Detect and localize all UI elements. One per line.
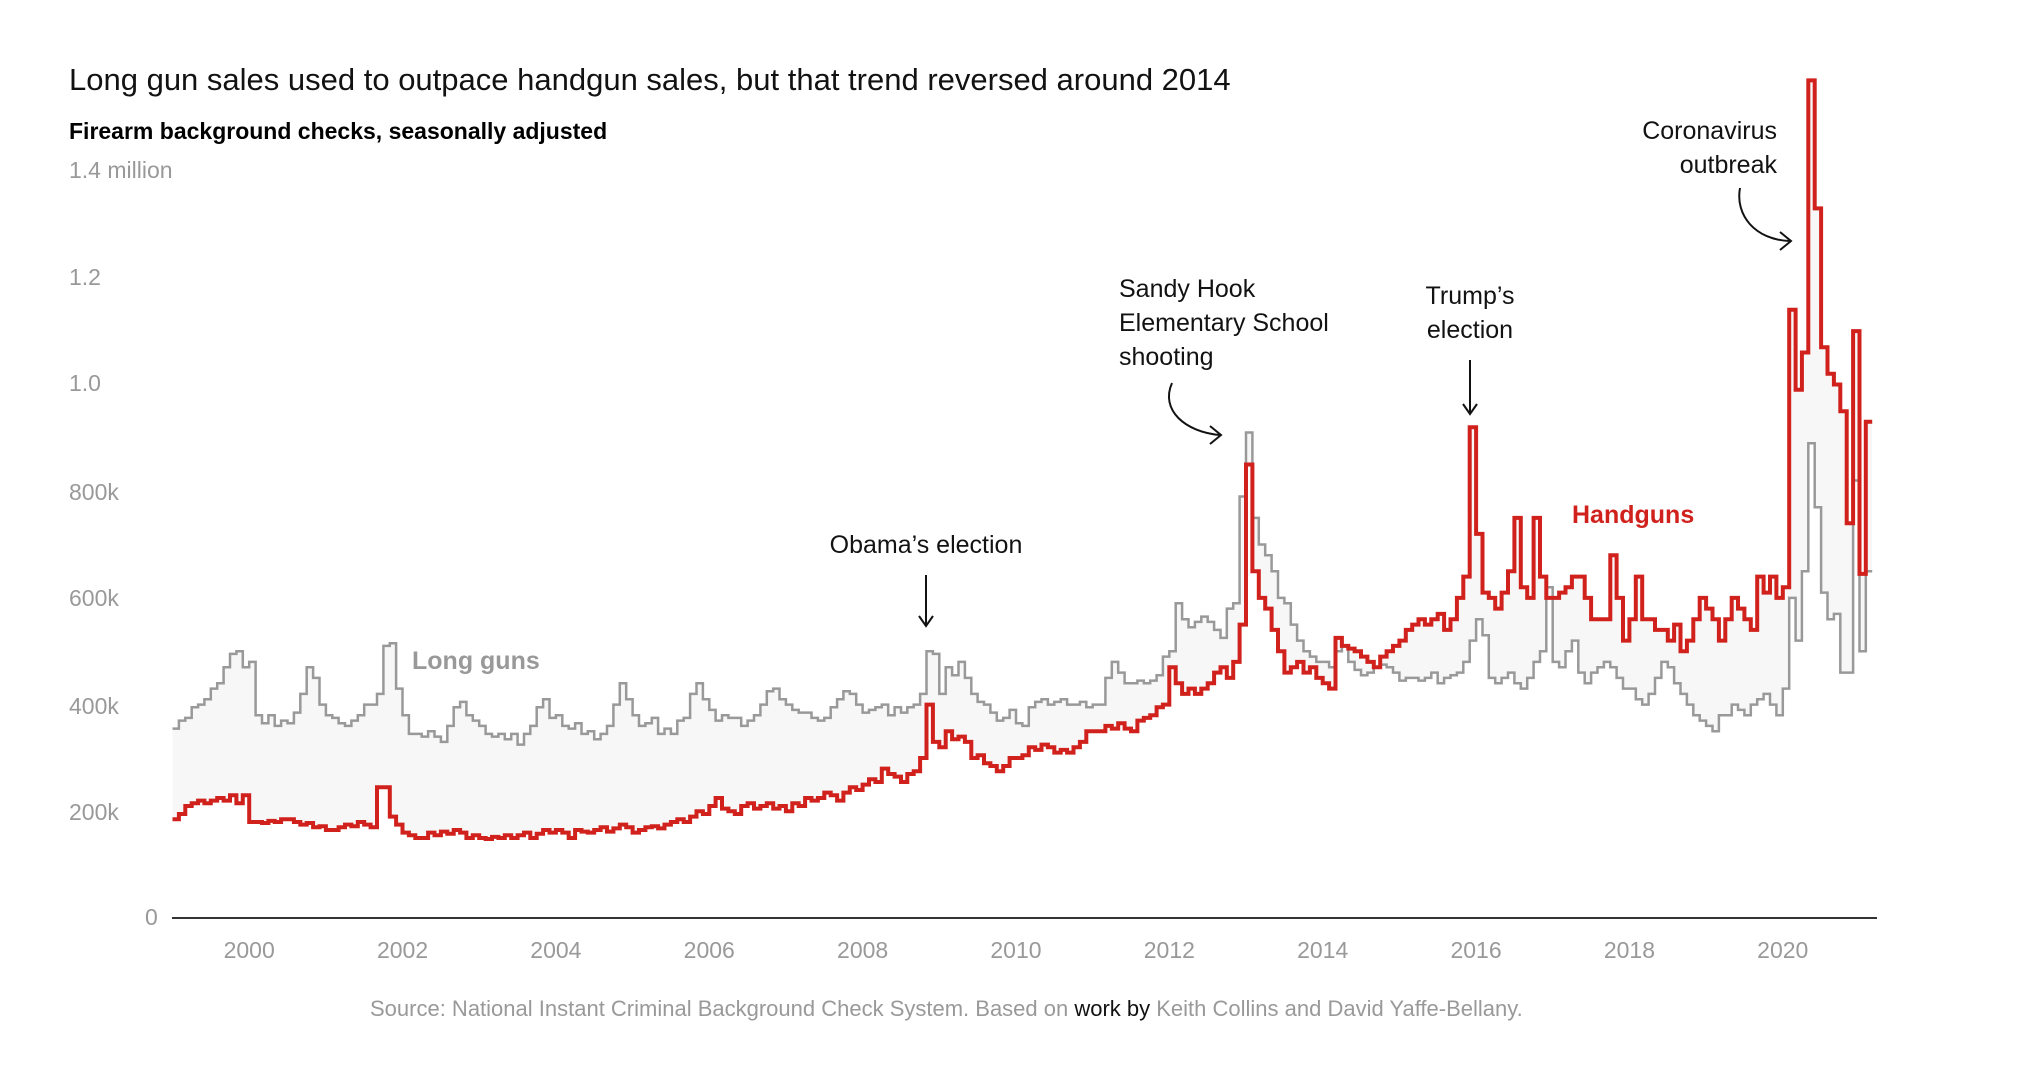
trump-arrow-icon: [1462, 360, 1478, 416]
y-tick-label: 600k: [69, 585, 119, 611]
source-note: Source: National Instant Criminal Backgr…: [370, 992, 1600, 1026]
annotation-line: Trump’s: [1425, 282, 1515, 310]
x-tick-label: 2010: [990, 937, 1042, 963]
y-tick-label: 400k: [69, 693, 119, 719]
series-line-handguns: [172, 78, 1873, 841]
x-tick-label: 2000: [223, 937, 275, 963]
y-tick-label: 1.4 million: [69, 157, 173, 183]
y-tick-label: 0: [145, 904, 158, 930]
x-tick-label: 2004: [530, 937, 582, 963]
x-tick-label: 2008: [837, 937, 889, 963]
y-tick-label: 1.0: [69, 370, 101, 396]
annotation-trump: Trump’s election: [1426, 279, 1515, 347]
series-label-handguns: Handguns: [1572, 501, 1695, 529]
annotation-line: election: [1426, 316, 1514, 344]
source-authors: Keith Collins and David Yaffe-Bellany.: [1150, 996, 1523, 1021]
annotation-line: Coronavirus: [1642, 117, 1777, 145]
sandy-hook-arrow-icon: [1168, 382, 1223, 445]
x-tick-label: 2014: [1297, 937, 1349, 963]
gap-fill-area: [172, 80, 1873, 839]
annotation-line: Elementary School: [1119, 309, 1329, 337]
chart-subtitle: Firearm background checks, seasonally ad…: [69, 118, 608, 144]
x-tick-label: 2002: [376, 937, 429, 963]
series-label-long-guns: Long guns: [412, 647, 540, 675]
series-line-long-guns: [172, 431, 1873, 746]
chart-title: Long gun sales used to outpace handgun s…: [69, 62, 1231, 97]
annotation-line: shooting: [1119, 343, 1214, 371]
annotation-line: Sandy Hook: [1119, 275, 1256, 303]
y-tick-label: 1.2: [69, 264, 101, 290]
annotation-arrows: [918, 187, 1793, 628]
obama-arrow-icon: [918, 575, 934, 628]
x-tick-label: 2012: [1143, 937, 1195, 963]
annotation-line: outbreak: [1679, 151, 1777, 179]
x-tick-label: 2016: [1450, 937, 1502, 963]
x-tick-label: 2018: [1603, 937, 1655, 963]
source-text: Source: National Instant Criminal Backgr…: [370, 996, 1075, 1021]
annotation-sandy-hook: Sandy Hook Elementary School shooting: [1119, 272, 1329, 374]
y-tick-label: 200k: [69, 799, 119, 825]
source-link[interactable]: work by: [1074, 996, 1151, 1021]
annotation-obama: Obama’s election: [829, 531, 1023, 559]
x-tick-label: 2006: [683, 937, 735, 963]
y-tick-label: 800k: [69, 479, 119, 505]
coronavirus-arrow-icon: [1738, 187, 1793, 251]
x-tick-label: 2020: [1757, 937, 1809, 963]
annotation-coronavirus: Coronavirus outbreak: [1642, 114, 1777, 182]
